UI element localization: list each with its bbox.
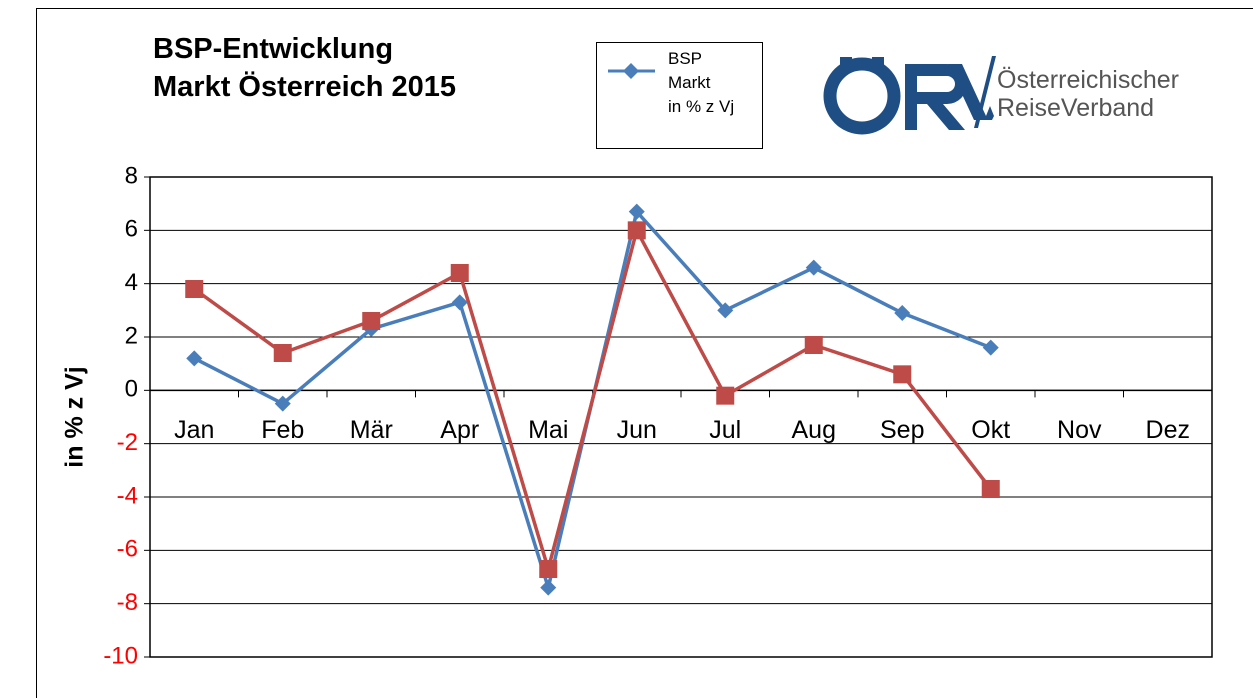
marker (185, 280, 204, 298)
x-tick-label: Sep (880, 416, 924, 444)
marker (628, 203, 645, 220)
x-tick-label: Jun (617, 416, 657, 444)
marker (273, 344, 292, 362)
legend-marker (623, 63, 639, 79)
y-tick-label: -10 (103, 642, 138, 669)
x-tick-label: Aug (792, 416, 836, 444)
x-tick-label: Mai (528, 416, 568, 444)
logo-text: Österreichischer ReiseVerband (997, 66, 1179, 122)
x-tick-label: Jan (174, 416, 214, 444)
y-tick-label: 4 (125, 269, 138, 296)
marker (894, 305, 911, 321)
y-tick-label: 0 (125, 376, 138, 403)
marker (805, 259, 822, 276)
legend-label: BSP Markt in % z Vj (668, 49, 735, 116)
marker (362, 312, 381, 330)
logo-mark (823, 56, 996, 135)
y-tick-label: -2 (117, 429, 138, 456)
marker (186, 350, 203, 367)
y-tick-label: 6 (125, 216, 138, 243)
marker (539, 560, 558, 578)
y-tick-label: 2 (125, 322, 138, 349)
plot-border (149, 176, 1213, 658)
y-tick-label: -8 (117, 589, 138, 616)
marker (274, 395, 291, 412)
x-tick-label: Mär (350, 416, 393, 444)
marker (981, 480, 1000, 498)
marker (804, 336, 823, 354)
x-tick-label: Feb (261, 416, 304, 444)
legend-box (596, 42, 763, 149)
marker (982, 339, 999, 356)
y-tick-label: -6 (117, 536, 138, 563)
x-tick-label: Apr (440, 416, 479, 444)
x-tick-label: Okt (971, 416, 1010, 444)
series-line (193, 228, 993, 571)
x-tick-label: Jul (709, 416, 741, 444)
marker (450, 264, 469, 282)
marker (627, 221, 646, 240)
marker (717, 302, 734, 319)
marker (451, 294, 468, 311)
chart-title: BSP-Entwicklung Markt Österreich 2015 (153, 33, 457, 103)
marker (893, 365, 912, 384)
x-tick-label: Dez (1146, 416, 1190, 444)
marker (540, 579, 557, 596)
marker (716, 386, 735, 405)
y-axis-label: in % z Vj (61, 366, 89, 467)
y-tick-label: -4 (117, 482, 138, 509)
y-tick-label: 8 (125, 162, 138, 189)
frame (36, 8, 1253, 698)
x-tick-label: Nov (1057, 416, 1102, 444)
